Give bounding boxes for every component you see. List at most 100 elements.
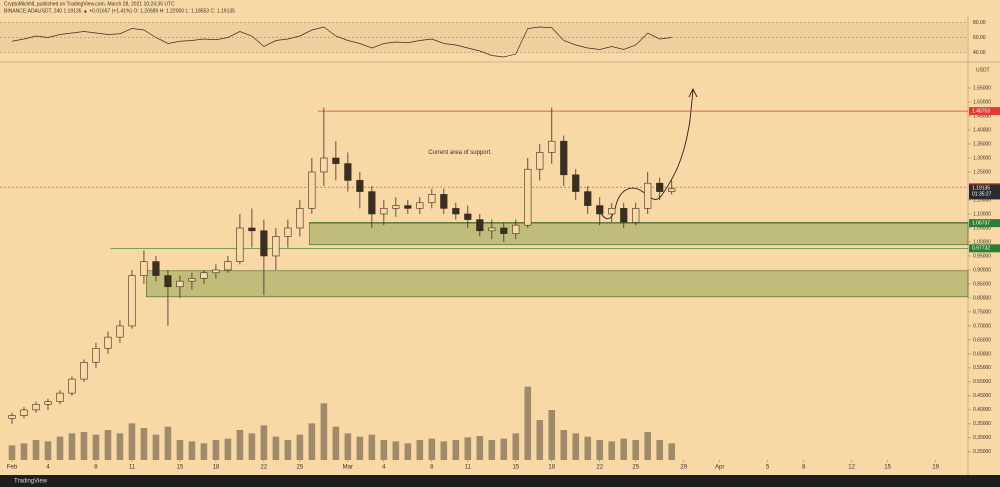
y-tick-label: 1.05000 — [973, 225, 991, 231]
volume-bar — [572, 433, 580, 460]
volume-bar — [80, 432, 88, 460]
y-tick-label: 0.65000 — [973, 337, 991, 343]
volume-bar — [308, 423, 316, 460]
volume-bar — [356, 436, 364, 460]
volume-bar — [428, 438, 436, 460]
candle-body — [212, 269, 220, 274]
candle-body — [176, 280, 184, 288]
volume-bar — [392, 441, 400, 460]
x-tick-label: 4 — [46, 465, 50, 471]
candle-body — [476, 219, 484, 232]
y-tick-label: 1.10000 — [973, 211, 991, 217]
volume-bar — [368, 434, 376, 460]
currency-label: USDT — [976, 67, 990, 73]
volume-bar — [320, 403, 328, 460]
candle-body — [440, 194, 448, 209]
candle-body — [308, 171, 316, 209]
level-label: 0.97732 — [972, 246, 990, 252]
volume-bar — [584, 436, 592, 460]
candle-body — [656, 182, 664, 192]
y-tick-label: 0.55000 — [973, 365, 991, 371]
y-tick-label: 0.35000 — [973, 421, 991, 427]
candle-body — [224, 261, 232, 271]
y-tick-label: 0.50000 — [973, 379, 991, 385]
x-tick-label: Mar — [343, 465, 353, 471]
x-tick-label: 19 — [932, 465, 939, 471]
volume-bar — [512, 433, 520, 460]
symbol-line: BINANCE:ADAUSDT, 240 1.19135 ▲ +0.01657 … — [4, 8, 235, 14]
y-tick-label: 1.50000 — [973, 99, 991, 105]
volume-bar — [452, 440, 460, 460]
x-tick-label: 8 — [94, 465, 98, 471]
volume-bar — [404, 443, 412, 460]
candle-body — [560, 140, 568, 176]
x-tick-label: 15 — [884, 465, 891, 471]
candle-body — [620, 208, 628, 223]
x-tick-label: Apr — [715, 465, 724, 471]
volume-bar — [176, 440, 184, 460]
candle-body — [320, 157, 328, 173]
candle-body — [596, 205, 604, 215]
y-tick-label: 0.45000 — [973, 393, 991, 399]
volume-bar — [380, 440, 388, 460]
volume-bar — [344, 433, 352, 460]
candle-body — [20, 409, 28, 416]
volume-bar — [200, 443, 208, 460]
volume-bar — [416, 440, 424, 460]
candle-body — [584, 191, 592, 206]
candle-body — [392, 205, 400, 209]
countdown-label: 01:35:27 — [972, 192, 992, 198]
volume-bar — [524, 386, 532, 460]
candle-body — [152, 261, 160, 276]
y-tick-label: 0.75000 — [973, 309, 991, 315]
candle-body — [92, 348, 100, 363]
volume-bar — [596, 440, 604, 460]
candle-body — [248, 227, 256, 232]
volume-bar — [68, 433, 76, 460]
candle-body — [56, 392, 64, 402]
x-tick-label: 22 — [596, 465, 603, 471]
candle-body — [164, 275, 172, 288]
candle-body — [116, 325, 124, 338]
volume-bar — [56, 436, 64, 460]
volume-bar — [20, 443, 28, 460]
level-label-bg — [969, 107, 1000, 116]
x-tick-label: 22 — [261, 465, 268, 471]
x-tick-label: 8 — [430, 465, 434, 471]
candle-body — [632, 208, 640, 223]
author-line: CryptoMichNL published on TradingView.co… — [4, 1, 175, 7]
volume-bar — [92, 434, 100, 460]
last-price-label: 1.19135 — [972, 186, 990, 192]
x-tick-label: 5 — [766, 465, 770, 471]
candle-body — [188, 278, 196, 282]
level-label-bg — [969, 244, 1000, 253]
candle-body — [464, 213, 472, 220]
y-tick-label: 1.55000 — [973, 85, 991, 91]
candle-body — [104, 336, 112, 349]
y-tick-label: 0.30000 — [973, 435, 991, 441]
candle-body — [236, 227, 244, 262]
volume-bar — [440, 441, 448, 460]
level-label-bg — [969, 219, 1000, 228]
candle-body — [404, 205, 412, 209]
x-tick-label: 11 — [129, 465, 136, 471]
candle-body — [44, 401, 52, 405]
volume-bar — [620, 438, 628, 460]
x-tick-label: Feb — [7, 465, 18, 471]
volume-bar — [32, 440, 40, 460]
footer-bar — [0, 475, 1000, 487]
candle-body — [200, 272, 208, 279]
volume-bar — [224, 438, 232, 460]
candle-body — [416, 202, 424, 209]
y-tick-label: 1.25000 — [973, 169, 991, 175]
y-tick-label: 0.25000 — [973, 449, 991, 455]
volume-bar — [656, 440, 664, 460]
candle-body — [368, 191, 376, 215]
volume-bar — [236, 430, 244, 460]
volume-bar — [296, 434, 304, 460]
volume-bar — [44, 441, 52, 460]
candle-body — [668, 188, 676, 192]
rsi-tick-label: 60.00 — [973, 35, 986, 41]
